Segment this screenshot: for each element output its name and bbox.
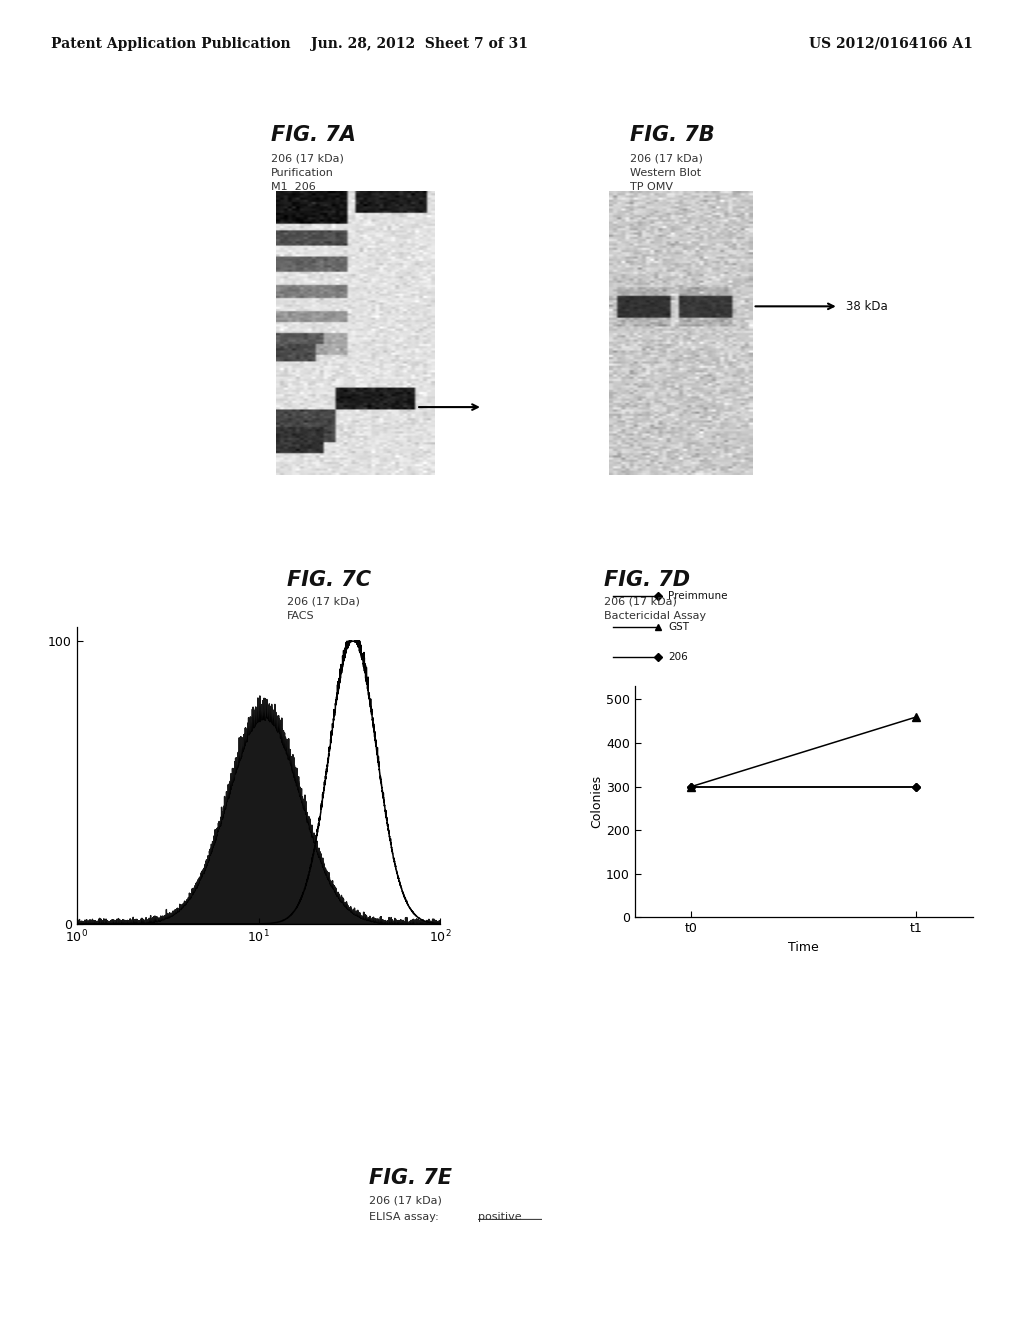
Text: Preimmune: Preimmune: [669, 591, 728, 602]
Text: Patent Application Publication: Patent Application Publication: [51, 37, 291, 51]
Text: ELISA assay:: ELISA assay:: [369, 1212, 442, 1222]
GST: [910, 709, 923, 725]
206: [685, 779, 697, 795]
X-axis label: Time: Time: [788, 941, 819, 954]
Text: 38 kDa: 38 kDa: [846, 300, 888, 313]
Text: 206 (17 kDa): 206 (17 kDa): [630, 153, 702, 164]
Text: 206 (17 kDa): 206 (17 kDa): [604, 597, 677, 607]
Line: Preimmune: Preimmune: [688, 784, 920, 789]
Text: TP OMV: TP OMV: [630, 182, 673, 193]
Line: 206: 206: [688, 784, 920, 789]
Text: Jun. 28, 2012  Sheet 7 of 31: Jun. 28, 2012 Sheet 7 of 31: [311, 37, 528, 51]
Text: FIG. 7C: FIG. 7C: [287, 570, 371, 590]
Text: FIG. 7E: FIG. 7E: [369, 1168, 452, 1188]
206: [910, 779, 923, 795]
Text: 206 (17 kDa): 206 (17 kDa): [271, 153, 344, 164]
Preimmune: [910, 779, 923, 795]
Line: GST: GST: [687, 713, 921, 791]
Text: 206: 206: [669, 652, 688, 663]
Text: positive: positive: [478, 1212, 522, 1222]
Text: 206 (17 kDa): 206 (17 kDa): [369, 1196, 441, 1206]
Text: FIG. 7D: FIG. 7D: [604, 570, 690, 590]
Text: 206 (17 kDa): 206 (17 kDa): [287, 597, 359, 607]
Text: M1  206: M1 206: [271, 182, 316, 193]
Text: Purification: Purification: [271, 168, 334, 178]
GST: [685, 779, 697, 795]
Text: US 2012/0164166 A1: US 2012/0164166 A1: [809, 37, 973, 51]
Preimmune: [685, 779, 697, 795]
Text: GST: GST: [669, 622, 689, 632]
Text: FIG. 7B: FIG. 7B: [630, 125, 715, 145]
Text: Western Blot: Western Blot: [630, 168, 700, 178]
Text: FACS: FACS: [287, 611, 314, 622]
Text: Bactericidal Assay: Bactericidal Assay: [604, 611, 707, 622]
Y-axis label: Colonies: Colonies: [590, 775, 603, 829]
Text: FIG. 7A: FIG. 7A: [271, 125, 356, 145]
